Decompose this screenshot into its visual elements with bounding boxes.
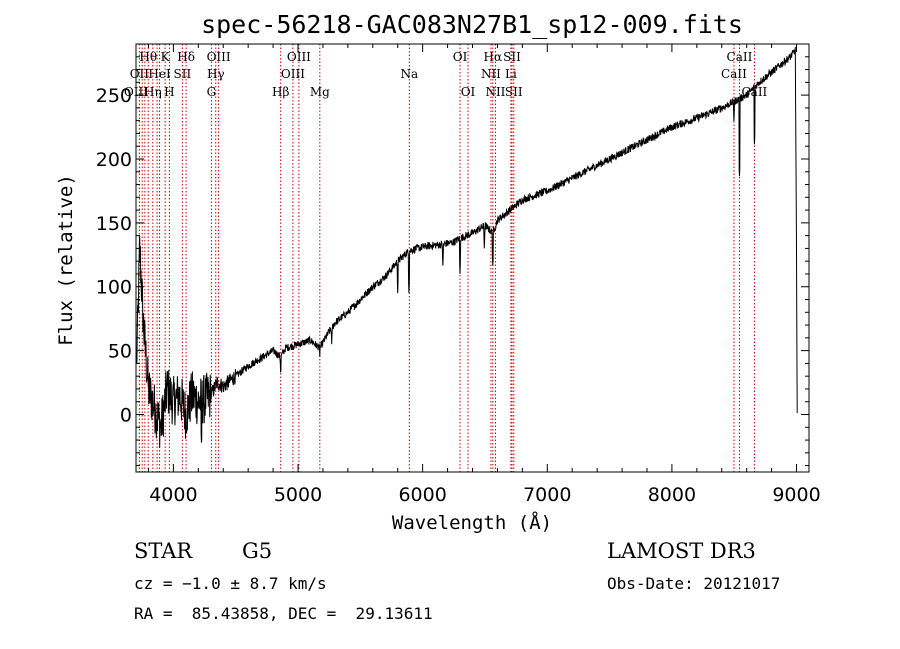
- x-tick-label: 8000: [648, 484, 696, 506]
- line-label: OIII: [207, 50, 231, 64]
- coordinates: RA = 85.43858, DEC = 29.13611: [134, 604, 433, 623]
- line-label: Mg: [310, 85, 330, 99]
- spectrum-chart: spec-56218-GAC083N27B1_sp12-009.fits Hθ O…: [55, 10, 821, 534]
- line-label: SII: [505, 85, 523, 99]
- object-class: STAR: [134, 539, 193, 563]
- redshift-text: cz = −1.0 ± 8.7 km/s: [134, 574, 327, 593]
- x-tick-label: 4000: [149, 484, 197, 506]
- chart-title: spec-56218-GAC083N27B1_sp12-009.fits: [201, 10, 743, 39]
- y-axis-label: Flux (relative): [55, 174, 77, 346]
- line-label: OIII: [281, 67, 305, 81]
- x-axis-ticks: 4000 5000 6000 7000 8000 9000: [147, 44, 821, 506]
- x-tick-label: 6000: [398, 484, 446, 506]
- line-label: NII: [481, 67, 501, 81]
- spectrum-line: [136, 46, 798, 448]
- line-label: Hα: [484, 50, 503, 64]
- y-tick-label: 0: [120, 405, 132, 427]
- emission-line-markers: [138, 44, 755, 472]
- x-tick-label: 9000: [772, 484, 820, 506]
- line-label: Na: [400, 67, 418, 81]
- line-label: Hη: [144, 85, 162, 99]
- line-label: HeI: [148, 67, 171, 81]
- x-tick-label: 7000: [523, 484, 571, 506]
- object-subclass: G5: [242, 539, 273, 563]
- y-tick-label: 100: [96, 277, 132, 299]
- line-label: OI: [453, 50, 468, 64]
- line-label: OII: [130, 67, 150, 81]
- spectrum-series: [136, 46, 798, 448]
- y-axis-ticks: 0 50 100 150 200 250: [96, 43, 809, 467]
- y-tick-label: 250: [96, 85, 132, 107]
- y-tick-label: 50: [108, 341, 132, 363]
- survey-name: LAMOST DR3: [607, 539, 756, 563]
- line-label: Hθ: [139, 50, 157, 64]
- line-label: G: [207, 85, 217, 99]
- x-axis-label: Wavelength (Å): [392, 511, 552, 534]
- plot-frame: [135, 43, 810, 473]
- line-label: SII: [174, 67, 192, 81]
- line-label: SII: [503, 50, 521, 64]
- line-label: OI: [461, 85, 476, 99]
- line-label: H: [164, 85, 174, 99]
- y-tick-label: 200: [96, 149, 132, 171]
- obs-date: Obs-Date: 20121017: [607, 574, 781, 593]
- line-label: Hβ: [272, 85, 289, 99]
- line-label: Hγ: [207, 67, 225, 81]
- line-label: Hδ: [177, 50, 195, 64]
- line-label: CaII: [721, 67, 747, 81]
- line-label: Li: [505, 67, 517, 81]
- line-label: CaII: [727, 50, 753, 64]
- x-tick-label: 5000: [274, 484, 322, 506]
- y-tick-label: 150: [96, 213, 132, 235]
- line-label: K: [161, 50, 171, 64]
- line-label: NII: [485, 85, 505, 99]
- line-label: OIII: [287, 50, 311, 64]
